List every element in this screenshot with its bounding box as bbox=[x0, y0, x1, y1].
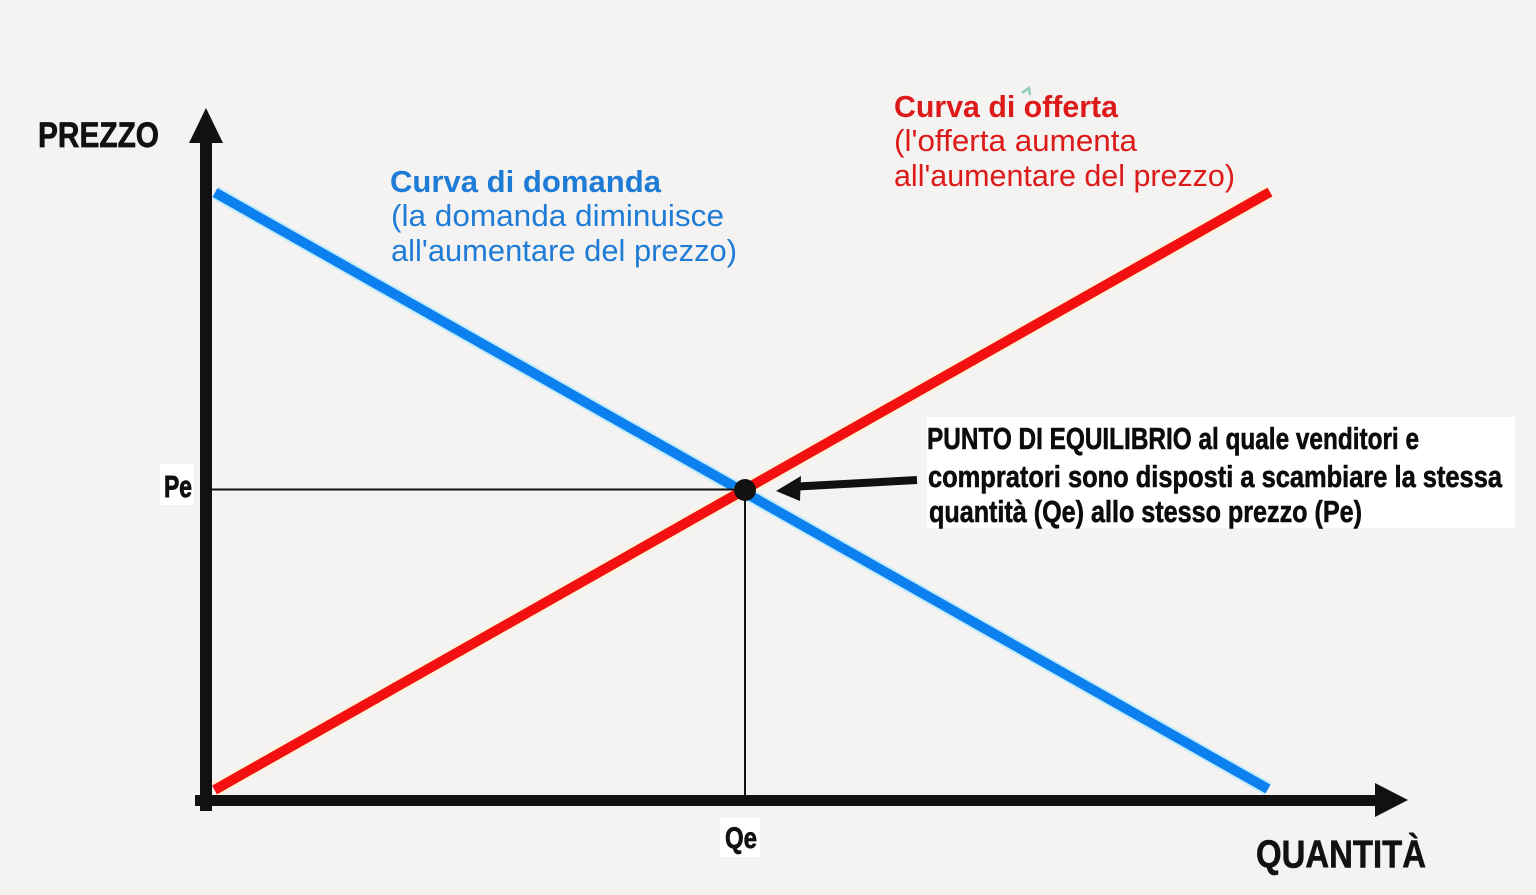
svg-text:PREZZO: PREZZO bbox=[38, 116, 159, 155]
svg-text:Qe: Qe bbox=[725, 822, 757, 855]
svg-text:(la domanda diminuisce: (la domanda diminuisce bbox=[391, 198, 724, 233]
svg-text:compratori sono disposti a sca: compratori sono disposti a scambiare la … bbox=[928, 459, 1503, 494]
svg-text:all'aumentare del prezzo): all'aumentare del prezzo) bbox=[894, 158, 1235, 193]
svg-text:all'aumentare del prezzo): all'aumentare del prezzo) bbox=[391, 233, 737, 268]
svg-text:PUNTO DI EQUILIBRIO al quale v: PUNTO DI EQUILIBRIO al quale venditori e bbox=[927, 421, 1419, 456]
svg-text:quantità (Qe) allo stesso prez: quantità (Qe) allo stesso prezzo (Pe) bbox=[929, 494, 1362, 529]
svg-text:Pe: Pe bbox=[164, 470, 192, 504]
svg-text:(l'offerta aumenta: (l'offerta aumenta bbox=[894, 123, 1138, 158]
svg-text:Curva di domanda: Curva di domanda bbox=[390, 164, 662, 199]
svg-text:Curva di offerta: Curva di offerta bbox=[894, 89, 1119, 124]
svg-text:QUANTITÀ: QUANTITÀ bbox=[1256, 833, 1426, 877]
